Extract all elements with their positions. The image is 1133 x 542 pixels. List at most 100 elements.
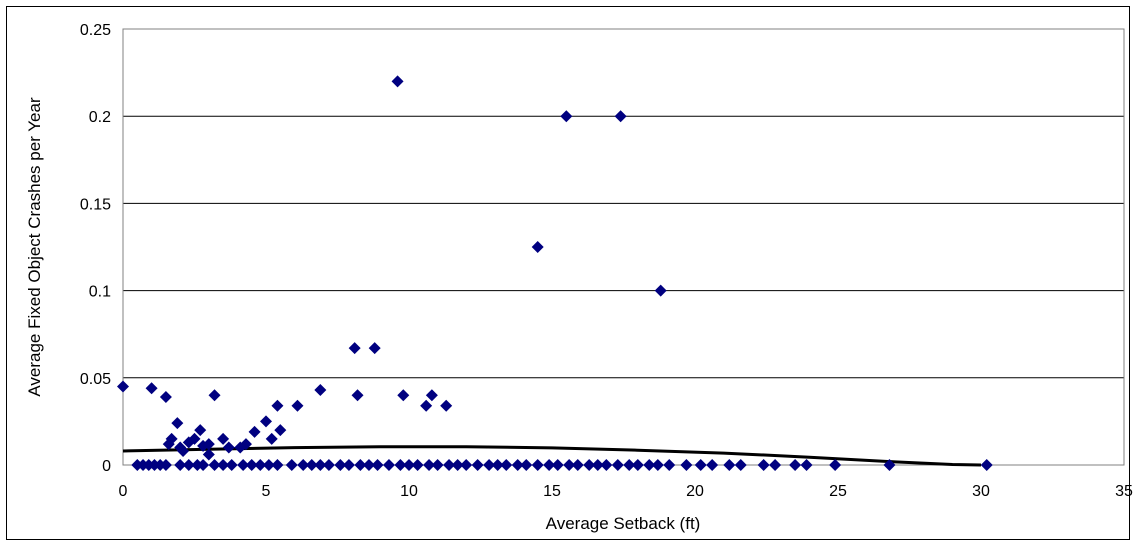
data-point [342, 459, 355, 471]
trend-line [122, 445, 982, 467]
data-point [643, 459, 656, 471]
data-point [397, 389, 410, 402]
trend-layer [122, 445, 982, 467]
data-point [694, 459, 707, 471]
data-point [208, 389, 221, 402]
data-point [531, 459, 544, 471]
data-point [297, 459, 310, 471]
x-tick-labels: 0 5 10 15 20 25 30 35 [119, 483, 1133, 500]
data-point [411, 459, 424, 471]
y-tick-label: 0.2 [89, 109, 111, 126]
data-point [706, 459, 719, 471]
data-point [483, 459, 496, 471]
data-point [208, 459, 221, 471]
data-point [391, 75, 404, 88]
data-point [382, 459, 395, 471]
x-tick-label: 25 [829, 483, 847, 500]
data-point [560, 110, 573, 123]
data-point [440, 399, 453, 412]
y-axis-title: Average Fixed Object Crashes per Year [25, 97, 44, 397]
data-point [262, 459, 275, 471]
data-point [425, 389, 438, 402]
data-point [471, 459, 484, 471]
data-point [371, 459, 384, 471]
data-point [225, 459, 238, 471]
data-point [460, 459, 473, 471]
data-point [723, 459, 736, 471]
data-point [174, 459, 187, 471]
data-point [194, 424, 207, 437]
data-point [734, 459, 747, 471]
data-point [274, 424, 287, 437]
data-point [520, 459, 533, 471]
data-point [222, 441, 235, 454]
data-point [314, 384, 327, 397]
y-tick-label: 0.25 [80, 22, 111, 39]
data-point [217, 459, 230, 471]
y-tick-label: 0 [102, 458, 111, 475]
x-tick-label: 35 [1115, 483, 1133, 500]
data-point [680, 459, 693, 471]
data-point [663, 459, 676, 471]
data-point [197, 459, 210, 471]
data-point [757, 459, 770, 471]
data-point [202, 438, 215, 451]
data-point [543, 459, 556, 471]
data-point [165, 432, 178, 445]
data-point [614, 110, 627, 123]
data-point [245, 459, 258, 471]
plot-area [122, 28, 1125, 466]
data-points [117, 75, 993, 471]
data-point [654, 284, 667, 297]
data-point [769, 459, 782, 471]
data-point [182, 459, 195, 471]
data-point [600, 459, 613, 471]
data-point [563, 459, 576, 471]
x-tick-label: 10 [400, 483, 418, 500]
data-point [291, 399, 304, 412]
data-point [362, 459, 375, 471]
data-point [431, 459, 444, 471]
data-point [491, 459, 504, 471]
data-point [217, 432, 230, 445]
data-point [177, 445, 190, 458]
data-point [322, 459, 335, 471]
gridlines [123, 115, 1124, 466]
data-point [591, 459, 604, 471]
data-point [651, 459, 664, 471]
data-point [351, 389, 364, 402]
x-tick-label: 0 [119, 483, 128, 500]
data-point [420, 399, 433, 412]
data-point [883, 459, 896, 471]
data-point [265, 432, 278, 445]
data-point [511, 459, 524, 471]
data-point [623, 459, 636, 471]
data-point [789, 459, 802, 471]
data-point [117, 380, 129, 393]
y-tick-label: 0.05 [80, 371, 111, 388]
data-point [254, 459, 267, 471]
data-point [237, 459, 250, 471]
data-point [500, 459, 513, 471]
data-point [583, 459, 596, 471]
data-point [271, 399, 284, 412]
data-point [611, 459, 624, 471]
x-tick-label: 15 [543, 483, 561, 500]
data-point [239, 438, 252, 451]
data-point [394, 459, 407, 471]
data-point [829, 459, 842, 471]
data-point [159, 459, 172, 471]
data-point [800, 459, 813, 471]
data-point [631, 459, 644, 471]
y-tick-label: 0.15 [80, 196, 111, 213]
data-point [368, 342, 381, 355]
data-point [202, 448, 215, 461]
data-point [403, 459, 415, 471]
data-point [451, 459, 464, 471]
x-axis-title: Average Setback (ft) [546, 514, 701, 533]
data-point [551, 459, 564, 471]
data-point [271, 459, 284, 471]
y-tick-label: 0.1 [89, 284, 111, 301]
data-point [260, 415, 272, 428]
